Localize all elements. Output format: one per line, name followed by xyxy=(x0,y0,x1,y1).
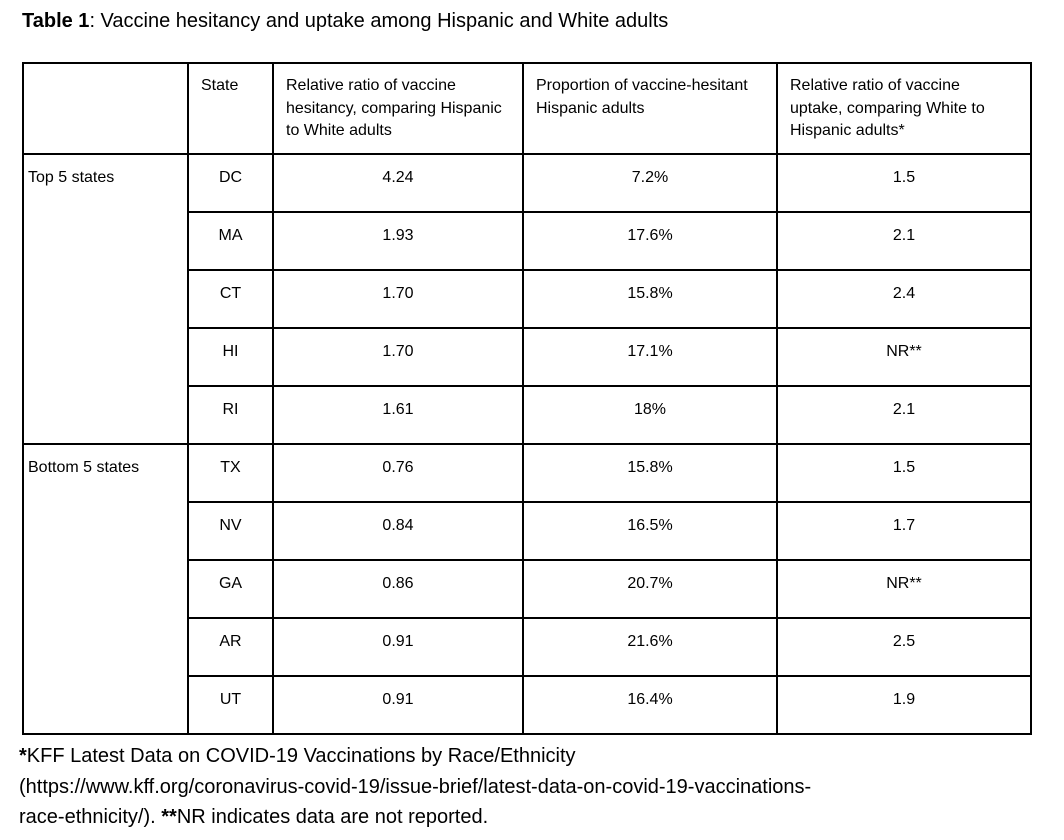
header-row: State Relative ratio of vaccine hesitanc… xyxy=(22,62,1032,155)
uptake-ratio-cell: NR** xyxy=(776,559,1032,619)
footnote-url-end-text: race-ethnicity/). xyxy=(19,806,162,828)
state-cell: CT xyxy=(187,269,274,329)
table-row: MA 1.93 17.6% 2.1 xyxy=(23,211,1032,271)
proportion-cell: 15.8% xyxy=(522,269,778,329)
state-cell: NV xyxy=(187,501,274,561)
proportion-cell: 18% xyxy=(522,385,778,445)
footnote-line-1: *KFF Latest Data on COVID-19 Vaccination… xyxy=(19,741,1042,772)
state-cell: MA xyxy=(187,211,274,271)
state-cell: GA xyxy=(187,559,274,619)
state-cell: AR xyxy=(187,617,274,677)
table-row: GA 0.86 20.7% NR** xyxy=(23,559,1032,619)
uptake-ratio-cell: NR** xyxy=(776,327,1032,387)
hesitancy-ratio-cell: 1.70 xyxy=(272,327,524,387)
state-cell: TX xyxy=(187,443,274,503)
proportion-cell: 17.6% xyxy=(522,211,778,271)
header-cell-hesitancy-ratio: Relative ratio of vaccine hesitancy, com… xyxy=(272,62,524,155)
hesitancy-ratio-cell: 0.76 xyxy=(272,443,524,503)
footnote-line-3: race-ethnicity/). **NR indicates data ar… xyxy=(19,802,1042,833)
hesitancy-ratio-cell: 0.84 xyxy=(272,501,524,561)
proportion-cell: 21.6% xyxy=(522,617,778,677)
footnote-nr-marker: ** xyxy=(161,806,177,828)
hesitancy-ratio-cell: 1.93 xyxy=(272,211,524,271)
proportion-cell: 16.5% xyxy=(522,501,778,561)
uptake-ratio-cell: 1.5 xyxy=(776,443,1032,503)
table-row: AR 0.91 21.6% 2.5 xyxy=(23,617,1032,677)
state-cell: HI xyxy=(187,327,274,387)
uptake-ratio-cell: 1.7 xyxy=(776,501,1032,561)
hesitancy-ratio-cell: 0.86 xyxy=(272,559,524,619)
hesitancy-ratio-cell: 1.70 xyxy=(272,269,524,329)
table-row: Bottom 5 states TX 0.76 15.8% 1.5 xyxy=(22,443,1032,735)
uptake-ratio-cell: 2.4 xyxy=(776,269,1032,329)
header-cell-proportion: Proportion of vaccine-hesitant Hispanic … xyxy=(522,62,778,155)
data-table: State Relative ratio of vaccine hesitanc… xyxy=(22,62,1032,735)
proportion-cell: 15.8% xyxy=(522,443,778,503)
uptake-ratio-cell: 1.5 xyxy=(776,153,1032,213)
state-cell: RI xyxy=(187,385,274,445)
table-row: NV 0.84 16.5% 1.7 xyxy=(23,501,1032,561)
state-cell: UT xyxy=(187,675,274,735)
proportion-cell: 20.7% xyxy=(522,559,778,619)
uptake-ratio-cell: 2.5 xyxy=(776,617,1032,677)
header-cell-state: State xyxy=(187,62,274,155)
table-row: UT 0.91 16.4% 1.9 xyxy=(23,675,1032,735)
footnote-source-text: KFF Latest Data on COVID-19 Vaccinations… xyxy=(26,745,576,767)
footnote: *KFF Latest Data on COVID-19 Vaccination… xyxy=(19,741,1042,833)
table-title-label: Table 1 xyxy=(22,10,90,32)
table-title: Table 1: Vaccine hesitancy and uptake am… xyxy=(22,10,1042,32)
proportion-cell: 17.1% xyxy=(522,327,778,387)
footnote-line-2: (https://www.kff.org/coronavirus-covid-1… xyxy=(19,772,1042,803)
uptake-ratio-cell: 1.9 xyxy=(776,675,1032,735)
hesitancy-ratio-cell: 1.61 xyxy=(272,385,524,445)
table-row: HI 1.70 17.1% NR** xyxy=(23,327,1032,387)
hesitancy-ratio-cell: 4.24 xyxy=(272,153,524,213)
table-row: Top 5 states DC 4.24 7.2% 1.5 xyxy=(22,153,1032,445)
state-cell: DC xyxy=(187,153,274,213)
header-cell-group xyxy=(22,62,189,155)
group-label-bottom5: Bottom 5 states xyxy=(22,443,189,735)
table-row: RI 1.61 18% 2.1 xyxy=(23,385,1032,445)
proportion-cell: 16.4% xyxy=(522,675,778,735)
hesitancy-ratio-cell: 0.91 xyxy=(272,675,524,735)
header-cell-uptake-ratio: Relative ratio of vaccine uptake, compar… xyxy=(776,62,1032,155)
table-title-text: : Vaccine hesitancy and uptake among His… xyxy=(89,10,669,32)
uptake-ratio-cell: 2.1 xyxy=(776,385,1032,445)
group-label-top5: Top 5 states xyxy=(22,153,189,445)
uptake-ratio-cell: 2.1 xyxy=(776,211,1032,271)
footnote-url-text: (https://www.kff.org/coronavirus-covid-1… xyxy=(19,775,812,798)
footnote-nr-text: NR indicates data are not reported. xyxy=(176,806,489,828)
hesitancy-ratio-cell: 0.91 xyxy=(272,617,524,677)
proportion-cell: 7.2% xyxy=(522,153,778,213)
table-row: CT 1.70 15.8% 2.4 xyxy=(23,269,1032,329)
footnote-source-marker: * xyxy=(19,745,27,767)
